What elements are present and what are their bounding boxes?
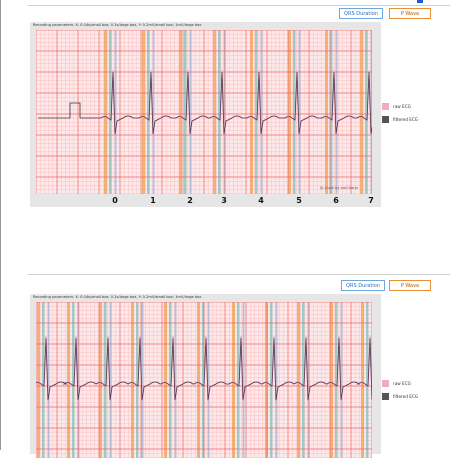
qrs-band [330,30,333,194]
p-wave-band [250,30,253,194]
p-wave-band [131,302,134,458]
panel-separator [28,274,450,275]
qrs-band [340,302,343,458]
qrs-band [237,302,240,458]
qrs-band [202,302,205,458]
qrs-band [47,302,50,458]
x-tick-label: 2 [187,196,193,205]
p-wave-band [99,302,102,458]
p-wave-band [179,30,182,194]
x-tick-label: 6 [333,196,339,205]
qrs-band [242,302,245,458]
calibration-pulse [38,102,81,119]
legend-swatch-raw [382,103,389,110]
qrs-band [223,30,226,194]
p-wave-band [360,30,363,194]
qrs-band [207,302,210,458]
qrs-band [189,30,192,194]
recording-parameters: Recording parameters: X: 0.04s/small box… [33,23,202,27]
qrs-band [335,302,338,458]
legend-swatch-filtered [382,116,389,123]
qrs-band [109,302,112,458]
qrs-band [114,30,117,194]
p-wave-band [104,30,107,194]
qrs-band [335,30,338,194]
legend-swatch-filtered [382,393,389,400]
p-wave-band [325,30,328,194]
qrs-band [293,30,296,194]
p-wave-band [361,302,364,458]
qrs-duration-button[interactable]: QRS Duration [341,280,385,291]
p-wave-band [67,302,70,458]
qrs-band [147,30,150,194]
panel-separator [28,5,450,6]
qrs-duration-button[interactable]: QRS Duration [339,8,383,19]
qrs-band [255,30,258,194]
x-tick-label: 7 [368,196,374,205]
p-wave-band [213,30,216,194]
p-wave-band [142,30,145,194]
x-tick-label: 5 [296,196,302,205]
qrs-band [141,302,144,458]
qrs-band [109,30,112,194]
p-wave-band [265,302,268,458]
p-wave-band [330,302,333,458]
qrs-band [42,302,45,458]
legend-label-raw: raw ECG [393,381,411,386]
qrs-bands [104,30,372,194]
scroll-indicator[interactable] [417,0,423,3]
legend-label-filtered: filtered ECG [393,394,419,399]
x-tick-row: 0 1 2 3 4 5 6 7 [34,196,374,208]
qrs-band [169,302,172,458]
qrs-band [275,302,278,458]
p-wave-button[interactable]: P Wave [389,8,431,19]
x-tick-label: 4 [258,196,264,205]
ecg-grid-chart[interactable] [36,302,372,458]
x-tick-label: 3 [221,196,227,205]
legend-label-filtered: filtered ECG [393,117,419,122]
x-tick-label: 0 [112,196,118,205]
p-wave-band [288,30,291,194]
qrs-band [365,30,368,194]
qrs-band [307,302,310,458]
qrs-band [270,302,273,458]
legend-swatch-raw [382,380,389,387]
qrs-band [260,30,263,194]
qrs-bands [37,302,372,458]
qrs-band [366,302,369,458]
qrs-band [136,302,139,458]
qrs-band [370,30,372,194]
p-wave-band [164,302,167,458]
p-wave-band [297,302,300,458]
x-tick-label: 1 [150,196,156,205]
qrs-band [104,302,107,458]
legend-label-raw: raw ECG [393,104,411,109]
p-wave-button[interactable]: P Wave [389,280,431,291]
qrs-band [218,30,221,194]
qrs-band [302,302,305,458]
p-wave-band [37,302,40,458]
ecg-grid-chart[interactable] [36,30,372,194]
p-wave-band [232,302,235,458]
p-wave-band [197,302,200,458]
qrs-band [298,30,301,194]
ecg-panel-1: QRS Duration P Wave Recording parameters… [28,0,450,215]
ecg-panel-2: QRS Duration P Wave Recording parameters… [28,272,450,458]
chart-watermark[interactable]: JS chart by amCharts [320,186,358,190]
qrs-band [184,30,187,194]
filtered-ecg-line [36,337,372,401]
page-left-border [0,0,1,450]
qrs-band [152,30,155,194]
qrs-band [77,302,80,458]
ecg-chart-card: Recording parameters: X: 0.04s/small box… [30,294,381,458]
qrs-band [174,302,177,458]
ecg-chart-card: Recording parameters: X: 0.04s/small box… [30,22,381,207]
major-grid [36,30,372,194]
filtered-ecg-line [80,71,372,135]
qrs-band [72,302,75,458]
recording-parameters: Recording parameters: X: 0.04s/small box… [33,295,202,299]
